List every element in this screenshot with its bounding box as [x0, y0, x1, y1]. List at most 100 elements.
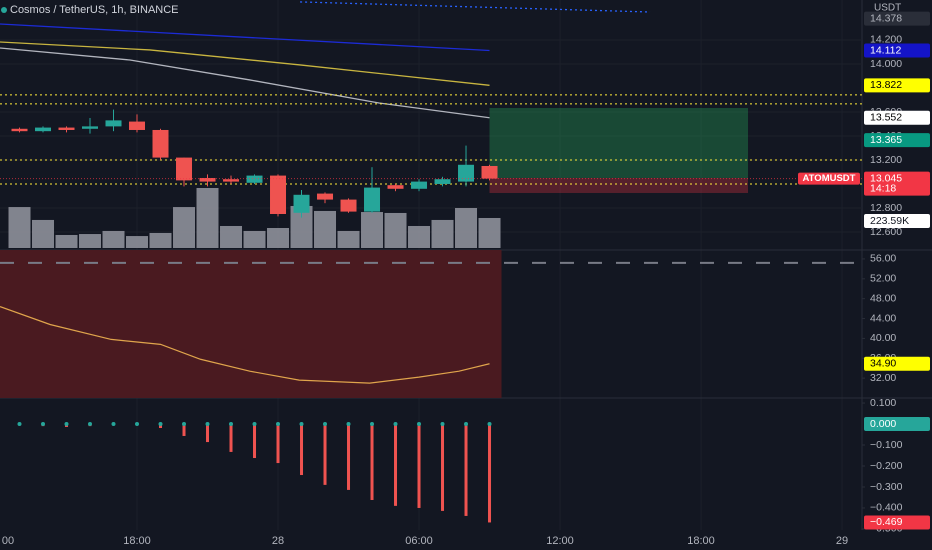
y-tick-label: 12.800 [870, 202, 902, 214]
candle-body [481, 165, 498, 179]
last-price: 13.045 [870, 172, 902, 184]
histogram-bar [441, 424, 445, 511]
volume-bar [337, 230, 360, 248]
signal-dot [135, 422, 140, 427]
volume-bar [408, 225, 431, 248]
y-tick-label: −0.100 [870, 439, 903, 451]
indicator-value-box [864, 356, 930, 371]
price-label: 14.378 [870, 12, 902, 24]
y-tick-label: −0.400 [870, 502, 903, 514]
histogram-bar [276, 424, 280, 464]
histogram-bar [323, 424, 327, 485]
histogram-bar [488, 424, 492, 523]
volume-bar [220, 225, 243, 248]
ma-label-box [864, 43, 930, 58]
signal-value: 0.000 [870, 418, 896, 430]
signal-dot [182, 422, 187, 427]
volume-bar [32, 219, 55, 248]
moving-average [300, 1, 651, 13]
price-label-box [864, 133, 930, 148]
candle-body [129, 121, 146, 130]
price-label: 13.365 [870, 134, 902, 146]
signal-dot [440, 422, 445, 427]
histogram-value: −0.469 [870, 516, 903, 528]
histogram-bar [253, 424, 257, 459]
signal-dot [370, 422, 375, 427]
candle-body [11, 128, 28, 132]
signal-dot [229, 422, 234, 427]
volume-bar [314, 210, 337, 248]
candle-body [176, 157, 193, 181]
volume-bar [243, 230, 266, 248]
signal-dot [276, 422, 281, 427]
y-tick-label: 32.00 [870, 372, 896, 384]
band [0, 250, 502, 398]
currency: USDT [874, 3, 901, 14]
volume-bar [361, 212, 384, 248]
histogram-bar [229, 424, 233, 452]
candle-body [35, 127, 52, 132]
y-tick-label: 48.00 [870, 292, 896, 304]
ma-label: 13.552 [870, 112, 902, 124]
volume-bar [478, 217, 501, 248]
indicator-line [0, 306, 490, 384]
countdown: 14:18 [870, 182, 896, 194]
volume-bar [173, 207, 196, 248]
histogram-bar [417, 424, 421, 508]
signal-dot [111, 422, 116, 427]
ma-label-box [864, 78, 930, 93]
volume-bar [55, 234, 78, 248]
signal-dot [88, 422, 93, 427]
moving-average [0, 47, 490, 119]
candle-body [246, 175, 263, 183]
volume-bar [8, 207, 31, 248]
y-tick-label: 14.000 [870, 58, 902, 70]
moving-average [0, 41, 490, 86]
volume-bar [79, 234, 102, 248]
candle-body [199, 177, 216, 182]
histogram-bar [370, 424, 374, 500]
ma-label: 13.822 [870, 79, 902, 91]
y-tick-label: 52.00 [870, 273, 896, 285]
signal-dot [299, 422, 304, 427]
volume-label: 223.59K [870, 215, 909, 227]
volume-bar [455, 208, 478, 248]
volume-bar [196, 188, 219, 248]
histogram-value-box [864, 515, 930, 530]
ma-label: 14.112 [870, 44, 901, 56]
y-tick-label: 40.00 [870, 332, 896, 344]
x-tick-label: 06:00 [405, 535, 433, 547]
signal-dot [487, 422, 492, 427]
x-tick-label: 28 [272, 535, 284, 547]
x-tick-label: 00 [2, 535, 14, 547]
histogram-bar [182, 424, 186, 436]
last-price-box [864, 171, 930, 196]
candle-body [293, 194, 310, 213]
stop-zone [489, 177, 749, 193]
candle-body [58, 127, 75, 130]
candle-body [364, 187, 381, 212]
ma-label-box [864, 110, 930, 125]
candle-body [82, 126, 99, 129]
y-tick-label: 12.600 [870, 226, 902, 238]
candle-body [434, 179, 451, 184]
histogram-bar [464, 424, 468, 516]
y-tick-label: 14.200 [870, 34, 902, 46]
signal-dot [346, 422, 351, 427]
y-tick-label: 44.00 [870, 312, 896, 324]
histogram-bar [206, 424, 210, 443]
signal-dot [393, 422, 398, 427]
candle-body [411, 181, 428, 189]
signal-dot [464, 422, 469, 427]
x-tick-label: 12:00 [546, 535, 574, 547]
x-tick-label: 29 [836, 535, 848, 547]
candle-body [105, 120, 122, 127]
candle-body [223, 179, 240, 182]
signal-dot [417, 422, 422, 427]
volume-bar [102, 230, 125, 248]
volume-bar [290, 205, 313, 248]
signal-dot [323, 422, 328, 427]
candle-body [270, 175, 287, 214]
candle-body [458, 164, 475, 182]
